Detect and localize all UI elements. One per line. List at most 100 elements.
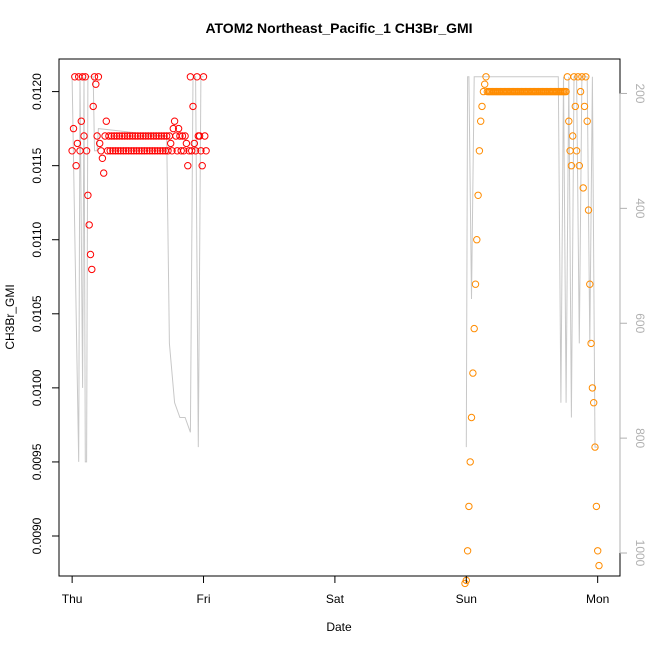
data-point-series-2 [588,384,597,392]
data-point-series-1 [201,132,209,140]
data-point-series-2 [562,87,570,96]
data-point-series-1 [136,132,145,140]
data-point-series-2 [576,87,585,96]
y-tick-label: 0.0120 [30,73,44,110]
data-point-series-2 [571,102,579,111]
data-point-series-2 [591,443,599,451]
x-tick-label: Sun [456,592,477,606]
data-point-series-1 [126,132,134,140]
data-point-series-1 [143,147,151,155]
data-point-series-1 [167,139,175,148]
data-point-series-1 [106,147,114,155]
data-point-series-2 [572,147,581,155]
data-point-series-1 [163,132,171,140]
y2-tick-label: 800 [633,428,647,448]
data-point-series-1 [148,147,157,155]
data-point-series-1 [78,73,87,81]
data-point-series-2 [470,324,478,333]
data-point-series-2 [580,102,589,111]
data-point-series-1 [119,147,128,155]
data-point-series-1 [139,132,147,140]
data-point-series-2 [478,102,486,111]
y2-tick-label: 200 [633,83,647,103]
data-point-series-1 [151,147,159,155]
data-point-series-2 [481,80,489,88]
data-point-series-1 [110,132,118,140]
data-point-series-1 [114,147,122,155]
y-tick-label: 0.0110 [30,221,44,257]
data-point-series-1 [105,132,113,140]
data-point-series-1 [177,147,185,155]
data-point-series-1 [122,147,130,155]
y-axis-label: CH3Br_GMI [3,284,17,349]
data-point-series-1 [81,73,90,81]
data-point-series-1 [117,147,125,155]
data-point-series-2 [474,191,482,200]
data-point-series-2 [469,369,477,377]
data-point-series-2 [578,73,586,81]
data-point-series-1 [189,102,197,111]
y-tick-label: 0.0090 [30,517,44,554]
data-point-series-2 [466,458,474,466]
data-point-series-1 [181,132,189,140]
data-point-series-2 [570,73,578,81]
data-point-series-2 [586,280,594,288]
data-point-series-1 [100,169,108,177]
data-point-series-1 [156,147,164,155]
data-point-series-1 [88,265,96,274]
data-point-series-1 [182,139,191,148]
data-point-series-1 [140,147,149,155]
data-point-series-2 [594,547,602,555]
data-point-series-1 [72,162,80,170]
data-point-series-1 [152,132,160,140]
data-point-series-1 [109,147,117,155]
data-point-series-2 [584,206,593,214]
data-point-series-1 [82,147,91,155]
data-point-series-1 [93,132,101,140]
data-point-series-1 [142,132,150,140]
data-point-series-1 [121,132,129,140]
data-point-series-2 [592,502,601,511]
data-point-series-2 [482,73,490,81]
data-point-series-1 [164,147,172,155]
data-point-series-2 [582,73,590,81]
data-point-series-1 [102,117,111,125]
data-point-series-1 [168,147,176,155]
data-point-series-1 [169,124,178,133]
data-point-series-1 [124,147,133,155]
data-point-series-1 [174,124,183,133]
data-point-series-2 [583,117,591,125]
data-point-series-1 [159,147,167,155]
data-point-series-1 [147,132,155,140]
data-point-series-1 [138,147,146,155]
y2-tick-label: 1000 [633,540,647,567]
data-point-series-2 [565,117,573,125]
y-tick-label: 0.0115 [30,147,44,183]
data-point-series-1 [71,73,79,81]
data-point-series-2 [579,184,587,192]
x-tick-label: Sat [326,592,345,606]
data-point-series-1 [89,102,97,111]
data-point-series-2 [569,132,577,140]
data-point-series-1 [191,147,200,155]
data-point-series-2 [473,236,481,244]
data-point-series-1 [146,147,154,155]
data-point-series-1 [160,132,168,140]
data-point-series-1 [84,191,92,200]
data-point-series-1 [198,162,206,170]
data-point-series-1 [130,147,138,155]
data-point-series-1 [155,132,163,140]
data-point-series-2 [463,547,472,555]
data-point-series-1 [170,117,179,125]
data-point-series-2 [467,413,476,422]
data-point-series-2 [471,280,480,288]
data-point-series-2 [590,399,598,407]
data-point-series-1 [73,139,82,148]
data-point-series-1 [144,132,153,140]
data-point-series-1 [178,132,187,140]
data-point-series-1 [199,73,208,81]
data-point-series-1 [131,132,139,140]
data-point-series-1 [197,147,205,155]
data-point-series-1 [86,250,95,259]
